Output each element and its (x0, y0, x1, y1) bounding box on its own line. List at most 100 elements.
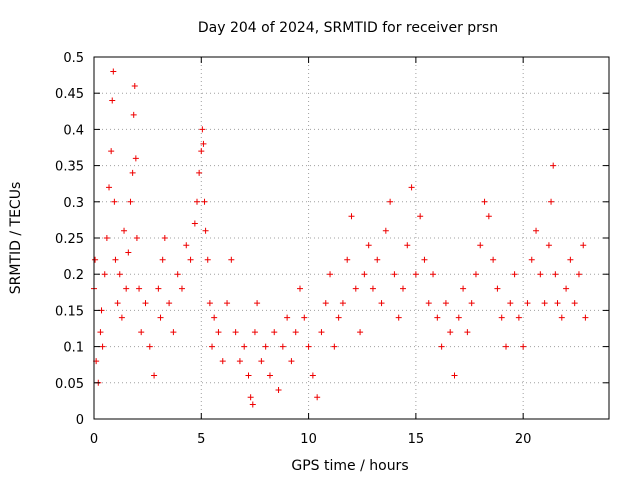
data-point (408, 184, 415, 191)
data-point (155, 285, 162, 292)
data-point (318, 329, 325, 336)
data-point (309, 372, 316, 379)
data-point (434, 314, 441, 321)
data-point (199, 126, 206, 133)
grid-lines (93, 56, 609, 420)
data-point (361, 271, 368, 278)
data-point (292, 329, 299, 336)
x-axis-label: GPS time / hours (291, 458, 408, 474)
data-point (136, 285, 143, 292)
data-point (236, 358, 243, 365)
data-point (249, 401, 256, 408)
data-point (241, 343, 248, 350)
data-point (412, 271, 419, 278)
data-point (219, 358, 226, 365)
data-point (567, 256, 574, 263)
data-point (425, 300, 432, 307)
data-point (297, 285, 303, 292)
data-point (481, 198, 488, 205)
data-point (251, 329, 258, 336)
data-point (327, 271, 334, 278)
data-point (133, 235, 140, 241)
data-point (198, 148, 205, 155)
data-point (245, 372, 252, 379)
data-point (314, 394, 321, 401)
y-tick-label: 0.05 (55, 377, 84, 392)
data-point (266, 372, 273, 379)
x-tick-label: 0 (90, 432, 98, 447)
data-point (191, 220, 198, 227)
data-point (132, 155, 139, 162)
data-point (187, 256, 194, 263)
data-point (114, 300, 121, 307)
chart-title: Day 204 of 2024, SRMTID for receiver prs… (198, 20, 498, 36)
data-point (520, 343, 527, 350)
data-point (146, 343, 153, 350)
data-point (279, 343, 286, 350)
data-point (339, 300, 346, 307)
data-point (130, 111, 137, 118)
data-point (118, 314, 125, 321)
data-point (331, 343, 338, 350)
x-tick-label: 5 (197, 432, 205, 447)
data-point (138, 329, 145, 336)
y-tick-label: 0.5 (63, 51, 84, 66)
x-tick-label: 10 (300, 432, 317, 447)
data-point (460, 285, 467, 292)
data-point (228, 256, 235, 263)
data-point (507, 300, 514, 307)
data-point (92, 256, 99, 263)
data-point (468, 300, 475, 307)
data-point (335, 314, 342, 321)
data-point (537, 271, 544, 278)
y-tick-label: 0.1 (63, 341, 84, 356)
y-tick-label: 0.15 (55, 304, 84, 319)
data-point (511, 271, 518, 278)
axis-ticks: 0 0.05 0.1 0.15 0.2 0.25 0.3 0.35 0.4 0.45 0.5 0 5 10… (55, 51, 609, 447)
data-point (161, 235, 168, 241)
data-point (580, 242, 587, 249)
data-point (106, 184, 113, 191)
data-point (206, 300, 213, 307)
data-point (224, 300, 231, 307)
data-point (472, 271, 479, 278)
data-point (421, 256, 428, 263)
data-point (485, 213, 492, 220)
data-point (477, 242, 484, 249)
data-point (99, 343, 106, 350)
data-point (142, 300, 149, 307)
data-point (369, 285, 376, 292)
data-point (378, 300, 385, 307)
data-point (262, 343, 269, 350)
data-point (545, 242, 552, 249)
data-point (159, 256, 166, 263)
data-point (563, 285, 570, 292)
data-point (365, 242, 372, 249)
data-point (548, 198, 555, 205)
data-point (127, 198, 134, 205)
data-point (271, 329, 278, 336)
data-point (455, 314, 462, 321)
data-point (575, 271, 582, 278)
data-point (174, 271, 181, 278)
data-point (288, 358, 295, 365)
data-point (494, 285, 501, 292)
data-point (157, 314, 164, 321)
data-point (404, 242, 411, 249)
data-point (166, 300, 173, 307)
data-point (374, 256, 381, 263)
data-point (111, 198, 118, 205)
data-point (447, 329, 454, 336)
data-point (129, 169, 136, 176)
data-point (109, 97, 116, 104)
data-point (211, 314, 218, 321)
plot-frame (93, 56, 610, 420)
data-point (322, 300, 329, 307)
data-point (183, 242, 190, 249)
data-point (550, 162, 557, 169)
data-point (196, 169, 203, 176)
data-point (121, 227, 128, 234)
data-point (490, 256, 497, 263)
data-point (305, 343, 312, 350)
